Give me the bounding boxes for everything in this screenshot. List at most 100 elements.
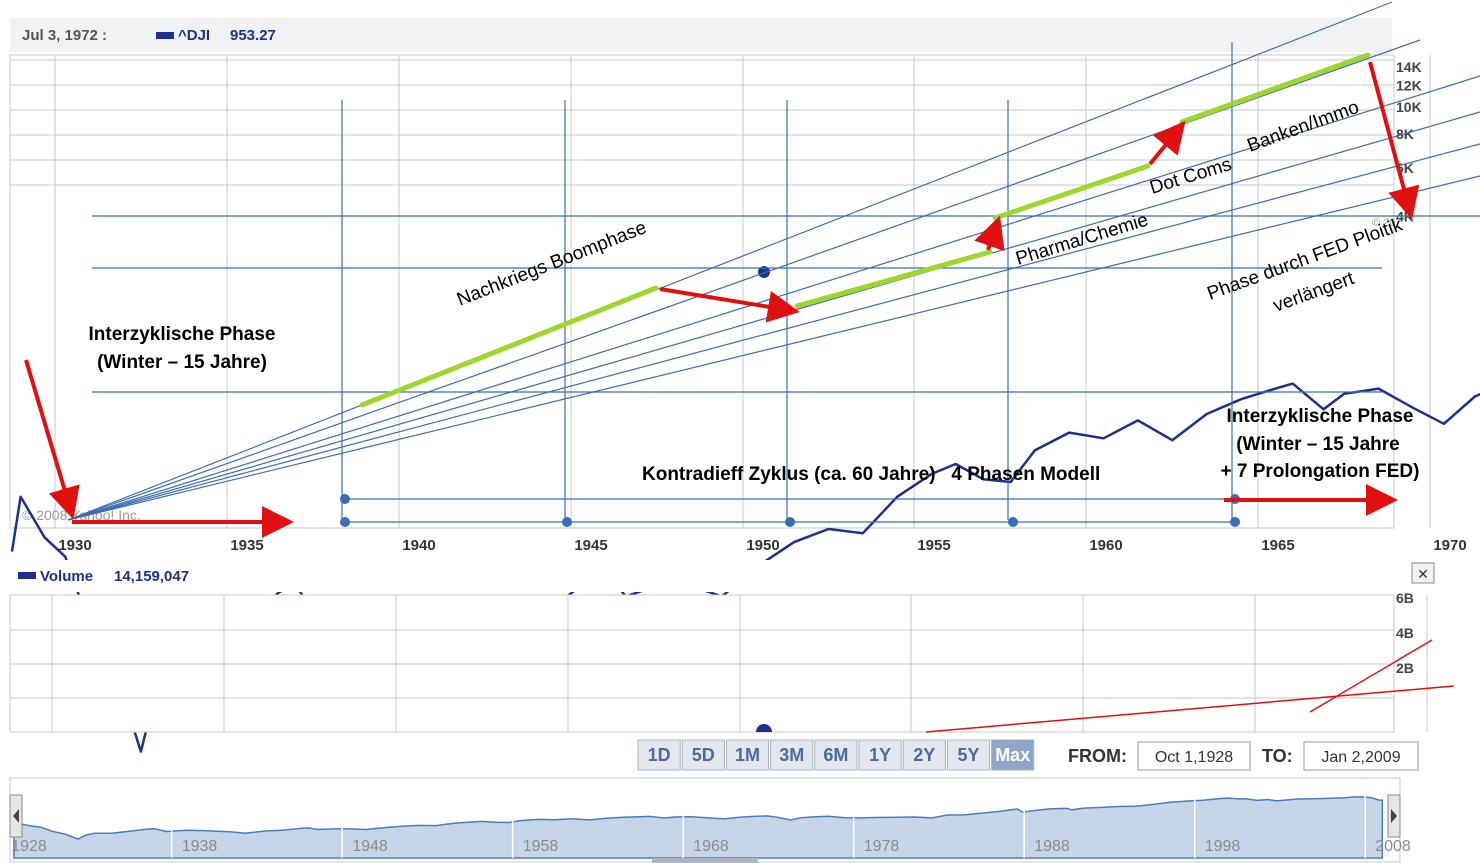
pharma-trend-segment	[794, 249, 993, 309]
range-button-max[interactable]: Max	[991, 739, 1035, 771]
annotation-interzyklisch-right-3: + 7 Prolongation FED)	[1221, 461, 1420, 482]
volume-trend-lines	[925, 639, 1455, 733]
x-tick-label: 1960	[1089, 537, 1122, 554]
left-arrow-icon[interactable]	[13, 809, 19, 823]
x-tick-label: 1930	[58, 537, 91, 554]
boom-trend-segment	[359, 285, 659, 408]
y-tick-label: 12K	[1396, 77, 1422, 93]
y-tick-label: 14K	[1396, 59, 1422, 75]
range-button-group: 1D 5D 1M 3M 6M 1Y 2Y 5Y Max	[637, 739, 1035, 771]
navigator-left-handle[interactable]	[9, 794, 23, 838]
x-tick-label: 1955	[917, 537, 950, 554]
range-button-5d[interactable]: 5D	[681, 739, 725, 771]
x-tick-label: 1940	[402, 537, 435, 554]
price-plot-frame	[9, 54, 1395, 529]
volume-y-tick-label: 2B	[1396, 660, 1414, 676]
red-arrows	[24, 61, 1420, 538]
cycle-marker	[340, 494, 350, 504]
fan-line	[67, 175, 1480, 521]
range-button-label[interactable]: 1M	[735, 745, 760, 765]
range-button-6m[interactable]: 6M	[814, 739, 858, 771]
volume-header-bar	[10, 560, 1434, 592]
range-button-label[interactable]: 6M	[823, 745, 848, 765]
header-value: 953.27	[230, 27, 276, 44]
from-date-value[interactable]: Oct 1,1928	[1155, 749, 1233, 766]
range-button-label[interactable]: 5Y	[957, 745, 979, 765]
crisis-arrow	[1368, 61, 1420, 220]
navigator-scrollbar[interactable]	[652, 858, 758, 863]
navigator-year-label: 1998	[1205, 838, 1241, 855]
cycle-marker	[1230, 517, 1240, 527]
navigator-year-label: 2008	[1375, 838, 1411, 855]
volume-hover-marker	[756, 724, 772, 732]
range-button-box[interactable]	[902, 739, 946, 771]
hover-marker	[758, 266, 770, 278]
from-label: FROM:	[1068, 746, 1127, 766]
trend-segments	[359, 52, 1371, 408]
range-button-1m[interactable]: 1M	[725, 739, 770, 771]
navigator-year-label: 1968	[693, 838, 729, 855]
range-button-box[interactable]	[725, 739, 770, 771]
annotation-kondratieff: Kontradieff Zyklus (ca. 60 Jahre) 4 Phas…	[642, 464, 1100, 485]
range-button-box[interactable]	[814, 739, 858, 771]
crash-arrow	[24, 359, 80, 520]
volume-value: 14,159,047	[114, 568, 189, 585]
x-tick-label: 1950	[746, 537, 779, 554]
cycle-marker	[785, 517, 795, 527]
range-button-3m[interactable]: 3M	[770, 739, 814, 771]
header-date: Jul 3, 1972 :	[22, 27, 107, 44]
to-date-field[interactable]	[1303, 741, 1419, 771]
navigator-labels: 1928 1938 1948 1958 1968 1978 1988 1998 2008	[0, 792, 1411, 858]
range-button-box[interactable]	[991, 739, 1035, 771]
cycle-marker	[340, 517, 350, 527]
header-bar	[10, 18, 1392, 52]
navigator-right-handle[interactable]	[1387, 794, 1401, 838]
to-label: TO:	[1262, 746, 1293, 766]
annotations: Interzyklische Phase (Winter – 15 Jahre)…	[89, 324, 1420, 485]
dotcom-jump-arrow	[1148, 120, 1186, 166]
range-button-1d[interactable]: 1D	[637, 739, 681, 771]
range-button-label[interactable]: 5D	[692, 745, 715, 765]
x-axis-ticks: 1930193519401945195019551960196519701975…	[58, 537, 1466, 554]
range-button-box[interactable]	[770, 739, 814, 771]
pharma-jump-arrow	[974, 215, 1005, 252]
close-volume-button[interactable]: ✕	[1411, 562, 1435, 584]
x-tick-label: 1935	[230, 537, 263, 554]
range-button-box[interactable]	[858, 739, 902, 771]
range-button-box[interactable]	[637, 739, 681, 771]
range-button-2y[interactable]: 2Y	[902, 739, 946, 771]
range-button-label[interactable]: 1Y	[869, 745, 891, 765]
range-button-box[interactable]	[946, 739, 991, 771]
fan-line	[67, 1, 1393, 521]
right-arrow-icon[interactable]	[1391, 809, 1397, 823]
range-button-label[interactable]: 3M	[779, 745, 804, 765]
correction-arrow	[659, 287, 800, 323]
range-button-label[interactable]: Max	[995, 745, 1030, 765]
navigator-year-label: 1988	[1034, 838, 1070, 855]
range-button-box[interactable]	[681, 739, 725, 771]
series-swatch-icon	[156, 32, 174, 39]
x-tick-label: 1945	[574, 537, 607, 554]
range-button-label[interactable]: 1D	[648, 745, 671, 765]
range-button-5y[interactable]: 5Y	[946, 739, 991, 771]
x-tick-label: 1965	[1261, 537, 1294, 554]
from-date-field[interactable]	[1137, 741, 1251, 771]
volume-swatch-icon	[18, 572, 36, 579]
fan-line	[67, 143, 1480, 521]
volume-trend-line	[925, 685, 1455, 733]
cycle-marker	[1008, 517, 1018, 527]
copyright-small-text: © 20	[1372, 217, 1395, 229]
x-tick-label: 1970	[1433, 537, 1466, 554]
y-tick-label: 10K	[1396, 99, 1422, 115]
volume-y-tick-label: 6B	[1396, 590, 1414, 606]
range-button-label[interactable]: 2Y	[913, 745, 935, 765]
close-icon[interactable]: ✕	[1417, 567, 1429, 583]
navigator-year-label: 1978	[864, 838, 900, 855]
range-button-1y[interactable]: 1Y	[858, 739, 902, 771]
annotation-interzyklisch-left-2: (Winter – 15 Jahre)	[97, 352, 267, 373]
to-date-value[interactable]: Jan 2,2009	[1321, 749, 1400, 766]
close-button-box[interactable]	[1411, 562, 1435, 584]
volume-grid	[10, 595, 1428, 732]
